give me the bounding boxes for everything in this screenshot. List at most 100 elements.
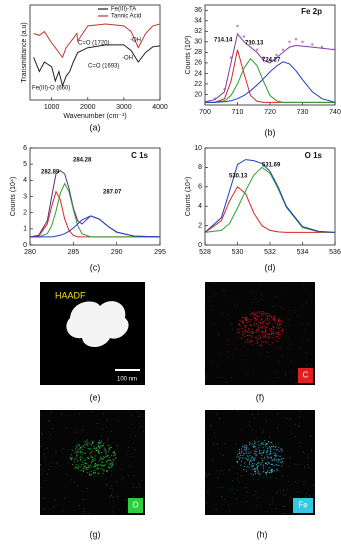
noise-dot <box>306 493 308 495</box>
signal-dot <box>92 442 94 444</box>
noise-dot <box>227 356 229 358</box>
noise-dot <box>287 489 289 491</box>
noise-dot <box>253 494 255 496</box>
noise-dot <box>205 376 206 378</box>
signal-dot <box>108 451 110 453</box>
noise-dot <box>131 483 133 485</box>
signal-dot <box>244 449 246 451</box>
signal-dot <box>271 332 273 334</box>
signal-dot <box>275 332 277 334</box>
signal-dot <box>89 466 91 468</box>
noise-dot <box>55 452 57 454</box>
noise-dot <box>297 316 298 318</box>
signal-dot <box>78 466 80 468</box>
noise-dot <box>226 295 227 297</box>
signal-dot <box>96 468 98 470</box>
signal-dot <box>98 451 100 453</box>
noise-dot <box>226 314 228 315</box>
signal-dot <box>245 325 247 327</box>
signal-dot <box>77 467 79 469</box>
signal-dot <box>97 465 99 467</box>
noise-dot <box>56 462 58 464</box>
signal-dot <box>238 451 240 453</box>
signal-dot <box>258 331 260 333</box>
signal-dot <box>80 451 82 453</box>
signal-dot <box>240 464 242 466</box>
signal-dot <box>82 464 84 466</box>
signal-dot <box>253 443 255 445</box>
signal-dot <box>273 458 275 460</box>
signal-dot <box>246 455 248 457</box>
signal-dot <box>246 317 248 319</box>
noise-dot <box>299 445 301 447</box>
signal-dot <box>96 449 98 451</box>
noise-dot <box>48 469 50 471</box>
signal-dot <box>267 469 269 471</box>
signal-dot <box>262 452 264 454</box>
panel-label: (g) <box>90 529 101 539</box>
noise-dot <box>110 485 112 487</box>
noise-dot <box>258 301 259 303</box>
signal-dot <box>271 337 273 339</box>
signal-dot <box>255 441 257 443</box>
data-point <box>242 35 246 38</box>
signal-dot <box>255 315 257 317</box>
signal-dot <box>270 457 272 459</box>
signal-dot <box>83 469 85 471</box>
signal-dot <box>262 466 264 468</box>
signal-dot <box>242 332 244 334</box>
signal-dot <box>271 442 273 444</box>
signal-dot <box>258 311 260 313</box>
noise-dot <box>113 500 115 502</box>
signal-dot <box>279 323 281 325</box>
panel-label: (a) <box>90 122 101 132</box>
signal-dot <box>248 452 250 454</box>
noise-dot <box>237 337 239 339</box>
signal-dot <box>246 451 248 453</box>
signal-dot <box>238 331 240 333</box>
signal-dot <box>256 450 258 452</box>
noise-dot <box>235 443 237 445</box>
signal-dot <box>70 457 72 459</box>
noise-dot <box>231 489 233 491</box>
noise-dot <box>86 438 88 440</box>
signal-dot <box>276 332 278 334</box>
signal-dot <box>237 329 239 331</box>
signal-dot <box>259 311 261 313</box>
signal-dot <box>263 333 265 335</box>
signal-dot <box>246 459 248 461</box>
signal-dot <box>267 314 269 316</box>
noise-dot <box>241 475 243 476</box>
signal-dot <box>93 466 95 468</box>
noise-dot <box>116 481 117 483</box>
signal-dot <box>252 457 254 459</box>
signal-dot <box>248 328 250 330</box>
signal-dot <box>238 459 240 461</box>
signal-dot <box>102 465 104 467</box>
noise-dot <box>221 312 223 314</box>
signal-dot <box>236 461 238 463</box>
noise-dot <box>47 447 48 449</box>
annotation: 724.27 <box>262 58 281 64</box>
signal-dot <box>262 452 264 454</box>
signal-dot <box>281 451 283 453</box>
signal-dot <box>100 457 102 459</box>
signal-dot <box>247 339 249 341</box>
noise-dot <box>291 433 293 435</box>
signal-dot <box>88 474 90 476</box>
signal-dot <box>71 457 73 459</box>
y-axis-label: Counts (10⁴) <box>10 177 17 217</box>
signal-dot <box>278 332 280 334</box>
signal-dot <box>257 465 259 467</box>
signal-dot <box>95 449 97 451</box>
noise-dot <box>206 307 207 309</box>
signal-dot <box>253 325 255 327</box>
noise-dot <box>141 426 143 427</box>
signal-dot <box>93 459 95 461</box>
signal-dot <box>80 459 82 461</box>
signal-dot <box>281 320 283 322</box>
signal-dot <box>241 451 243 453</box>
noise-dot <box>251 301 253 303</box>
noise-dot <box>139 414 141 415</box>
signal-dot <box>272 331 274 333</box>
